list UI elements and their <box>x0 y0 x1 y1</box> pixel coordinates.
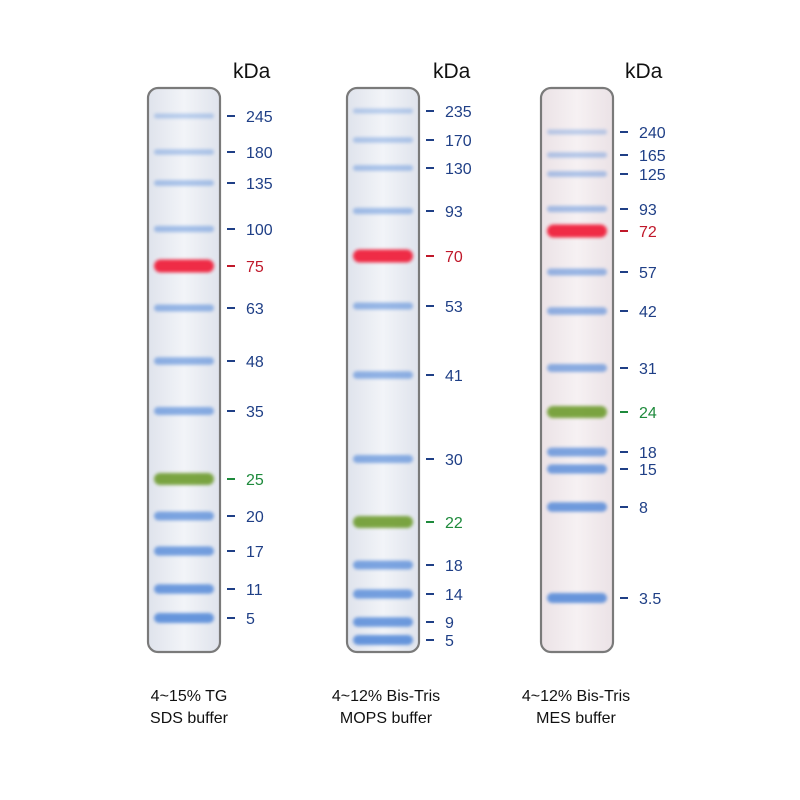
ladder-caption-2: 4~12% Bis-Tris MOPS buffer <box>286 686 486 730</box>
band-180 <box>154 149 214 155</box>
band-35 <box>154 407 214 415</box>
band-135 <box>154 180 214 186</box>
ladder-caption-3: 4~12% Bis-Tris MES buffer <box>476 686 676 730</box>
band-22 <box>353 516 413 528</box>
mw-label-75: 75 <box>246 259 264 276</box>
mw-label-125: 125 <box>639 167 666 184</box>
band-24 <box>547 406 607 418</box>
band-125 <box>547 171 607 177</box>
mw-label-63: 63 <box>246 301 264 318</box>
ladder-caption-1: 4~15% TG SDS buffer <box>89 686 289 730</box>
mw-label-70: 70 <box>445 249 463 266</box>
band-8 <box>547 502 607 512</box>
mw-label-235: 235 <box>445 104 472 121</box>
ladder-1: kDa 245 180 135 100 75 63 48 35 25 20 17 11 5 <box>146 60 273 654</box>
mw-label-22: 22 <box>445 515 463 532</box>
mw-label-20: 20 <box>246 509 264 526</box>
mw-label-18: 18 <box>445 558 463 575</box>
band-130 <box>353 165 413 171</box>
mw-label-24: 24 <box>639 405 657 422</box>
band-17 <box>154 546 214 556</box>
unit-label: kDa <box>625 60 663 83</box>
mw-label-9: 9 <box>445 615 454 632</box>
band-5 <box>154 613 214 623</box>
mw-label-180: 180 <box>246 145 273 162</box>
mw-label-53: 53 <box>445 299 463 316</box>
mw-label-245: 245 <box>246 109 273 126</box>
mw-label-15: 15 <box>639 462 657 479</box>
caption-buffer: SDS buffer <box>150 710 228 727</box>
mw-label-8: 8 <box>639 500 648 517</box>
band-170 <box>353 137 413 143</box>
gel-lane <box>146 86 222 654</box>
mw-label-17: 17 <box>246 544 264 561</box>
gel-lane <box>345 86 421 654</box>
band-30 <box>353 455 413 463</box>
mw-label-93: 93 <box>639 202 657 219</box>
unit-label: kDa <box>433 60 471 83</box>
mw-label-30: 30 <box>445 452 463 469</box>
mw-label-165: 165 <box>639 148 666 165</box>
band-18 <box>353 560 413 570</box>
band-20 <box>154 511 214 521</box>
band-245 <box>154 113 214 119</box>
mw-label-135: 135 <box>246 176 273 193</box>
mw-label-3.5: 3.5 <box>639 591 661 608</box>
mw-label-48: 48 <box>246 354 264 371</box>
mw-label-31: 31 <box>639 361 657 378</box>
band-14 <box>353 589 413 599</box>
band-57 <box>547 268 607 276</box>
band-63 <box>154 304 214 312</box>
caption-gel-type: 4~15% TG <box>150 688 228 705</box>
band-9 <box>353 617 413 627</box>
mw-label-42: 42 <box>639 304 657 321</box>
band-240 <box>547 129 607 135</box>
band-25 <box>154 473 214 485</box>
band-15 <box>547 464 607 474</box>
band-53 <box>353 302 413 310</box>
band-93 <box>353 207 413 215</box>
caption-buffer: MOPS buffer <box>339 710 433 727</box>
mw-label-18: 18 <box>639 445 657 462</box>
band-48 <box>154 357 214 365</box>
band-100 <box>154 225 214 233</box>
band-72 <box>547 224 607 238</box>
band-18 <box>547 447 607 457</box>
caption-buffer: MES buffer <box>536 710 616 727</box>
mw-label-130: 130 <box>445 161 472 178</box>
caption-gel-type: 4~12% Bis-Tris <box>331 688 441 705</box>
band-75 <box>154 259 214 273</box>
band-93 <box>547 205 607 213</box>
mw-label-35: 35 <box>246 404 264 421</box>
mw-label-5: 5 <box>445 633 454 650</box>
band-5 <box>353 635 413 645</box>
band-41 <box>353 371 413 379</box>
band-42 <box>547 307 607 315</box>
mw-label-11: 11 <box>246 582 263 599</box>
unit-label: kDa <box>233 60 271 83</box>
mw-label-240: 240 <box>639 125 666 142</box>
mw-label-57: 57 <box>639 265 657 282</box>
mw-label-41: 41 <box>445 368 463 385</box>
band-31 <box>547 364 607 372</box>
band-3.5 <box>547 593 607 603</box>
ladder-2: kDa 235 170 130 93 70 53 41 30 22 18 14 95 <box>345 60 472 654</box>
band-11 <box>154 584 214 594</box>
band-165 <box>547 152 607 158</box>
mw-label-100: 100 <box>246 222 273 239</box>
mw-label-170: 170 <box>445 133 472 150</box>
mw-label-93: 93 <box>445 204 463 221</box>
mw-label-5: 5 <box>246 611 255 628</box>
band-70 <box>353 249 413 263</box>
mw-label-14: 14 <box>445 587 463 604</box>
band-235 <box>353 108 413 114</box>
caption-gel-type: 4~12% Bis-Tris <box>521 688 631 705</box>
mw-label-72: 72 <box>639 224 657 241</box>
mw-label-25: 25 <box>246 472 264 489</box>
